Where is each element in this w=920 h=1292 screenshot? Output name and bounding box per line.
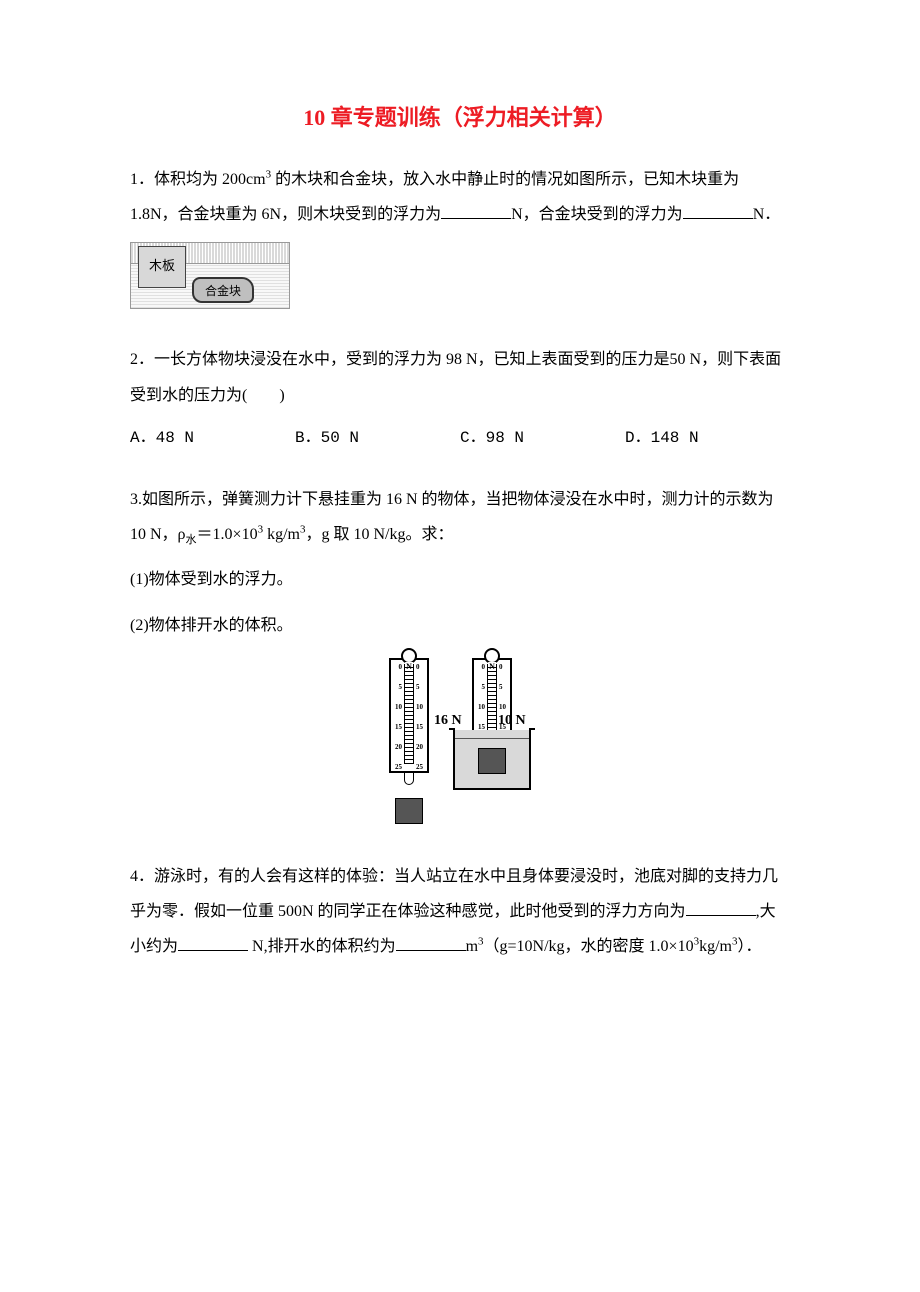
- bar: [487, 704, 497, 724]
- mark-5r: 5: [416, 684, 426, 691]
- beaker: [453, 730, 531, 790]
- mark-15l: 15: [392, 724, 402, 731]
- mark-10r: 10: [416, 704, 426, 711]
- q4-part3: N,排开水的体积约为: [248, 938, 396, 955]
- q1-part1: 1．体积均为 200cm: [130, 171, 266, 188]
- bar: [487, 664, 497, 684]
- mark-0l: 0: [392, 664, 402, 671]
- mark-25l: 25: [392, 764, 402, 771]
- mark-15r: 15: [416, 724, 426, 731]
- q4-blank1: [686, 900, 756, 916]
- q1-blank1: [441, 203, 511, 219]
- mark-25r: 25: [416, 764, 426, 771]
- hook-icon: [404, 771, 414, 785]
- bar: [487, 684, 497, 704]
- question-1-text: 1．体积均为 200cm3 的木块和合金块，放入水中静止时的情况如图所示，已知木…: [130, 162, 790, 232]
- submerged-weight: [478, 748, 506, 774]
- q1-blank2: [683, 203, 753, 219]
- bar: [404, 704, 414, 724]
- q4-part7: ）．: [737, 938, 761, 955]
- q4-blank3: [396, 935, 466, 951]
- mark-5l: 5: [392, 684, 402, 691]
- q2-option-c: C．98 N: [460, 423, 625, 447]
- q2-option-b: B．50 N: [295, 423, 460, 447]
- question-2: 2．一长方体物块浸没在水中，受到的浮力为 98 N，已知上表面受到的压力是50 …: [130, 342, 790, 446]
- q4-blank2: [178, 935, 248, 951]
- spring-scale-left: N 00 55 1010 1515 2020 2525: [389, 658, 429, 773]
- mark-10r: 10: [499, 704, 509, 711]
- mark-5l: 5: [475, 684, 485, 691]
- mark-20l: 20: [392, 744, 402, 751]
- q3-part3: kg/m: [263, 526, 300, 543]
- water-line: [455, 738, 529, 739]
- q4-part5: （g=10N/kg，水的密度 1.0×10: [484, 938, 694, 955]
- q3-part2: ＝1.0×10: [197, 526, 258, 543]
- mark-0r: 0: [499, 664, 509, 671]
- bar: [404, 664, 414, 684]
- question-3-text: 3.如图所示，弹簧测力计下悬挂重为 16 N 的物体，当把物体浸没在水中时，测力…: [130, 482, 790, 553]
- scale-label-10n: 10 N: [498, 713, 526, 729]
- q3-sub-water: 水: [186, 534, 197, 546]
- q2-option-d: D．148 N: [625, 423, 790, 447]
- mark-10l: 10: [475, 704, 485, 711]
- q3-subpart2: (2)物体排开水的体积。: [130, 608, 790, 643]
- q2-options: A．48 N B．50 N C．98 N D．148 N: [130, 423, 790, 447]
- q3-part4: ，g 取 10 N/kg。求：: [305, 526, 453, 543]
- weight-box-left: [395, 798, 423, 824]
- q2-option-a: A．48 N: [130, 423, 295, 447]
- wood-block: 木板: [138, 246, 186, 288]
- question-4-text: 4．游泳时，有的人会有这样的体验：当人站立在水中且身体要浸没时，池底对脚的支持力…: [130, 859, 790, 965]
- bar: [404, 684, 414, 704]
- bar: [404, 724, 414, 744]
- question-3: 3.如图所示，弹簧测力计下悬挂重为 16 N 的物体，当把物体浸没在水中时，测力…: [130, 482, 790, 824]
- question-1: 1．体积均为 200cm3 的木块和合金块，放入水中静止时的情况如图所示，已知木…: [130, 162, 790, 307]
- q4-part1: 4．游泳时，有的人会有这样的体验：当人站立在水中且身体要浸没时，池底对脚的支持力…: [130, 868, 778, 920]
- page-title: 10 章专题训练（浮力相关计算）: [130, 100, 790, 132]
- mark-5r: 5: [499, 684, 509, 691]
- q4-part6: kg/m: [699, 938, 732, 955]
- scale-left-group: N 00 55 1010 1515 2020 2525 16 N: [389, 658, 429, 824]
- mark-20r: 20: [416, 744, 426, 751]
- q1-figure: 木板 合金块: [130, 242, 290, 307]
- mark-0l: 0: [475, 664, 485, 671]
- bar: [404, 744, 414, 764]
- mark-10l: 10: [392, 704, 402, 711]
- q1-part4: N．: [753, 206, 781, 223]
- question-4: 4．游泳时，有的人会有这样的体验：当人站立在水中且身体要浸没时，池底对脚的支持力…: [130, 859, 790, 965]
- alloy-block: 合金块: [192, 277, 254, 303]
- q1-part3: N，合金块受到的浮力为: [511, 206, 683, 223]
- scale-marks-left: 0 0 5 5 10 10 15 15 20 20 25 25: [391, 664, 427, 770]
- scale-right-group: N 00 55 1010 1515 2020 2525 10 N: [453, 658, 531, 790]
- q3-subpart1: (1)物体受到水的浮力。: [130, 562, 790, 597]
- q3-figure: N 00 55 1010 1515 2020 2525 16 N N: [130, 658, 790, 824]
- q4-part4: m: [466, 938, 478, 955]
- mark-0r: 0: [416, 664, 426, 671]
- question-2-text: 2．一长方体物块浸没在水中，受到的浮力为 98 N，已知上表面受到的压力是50 …: [130, 342, 790, 412]
